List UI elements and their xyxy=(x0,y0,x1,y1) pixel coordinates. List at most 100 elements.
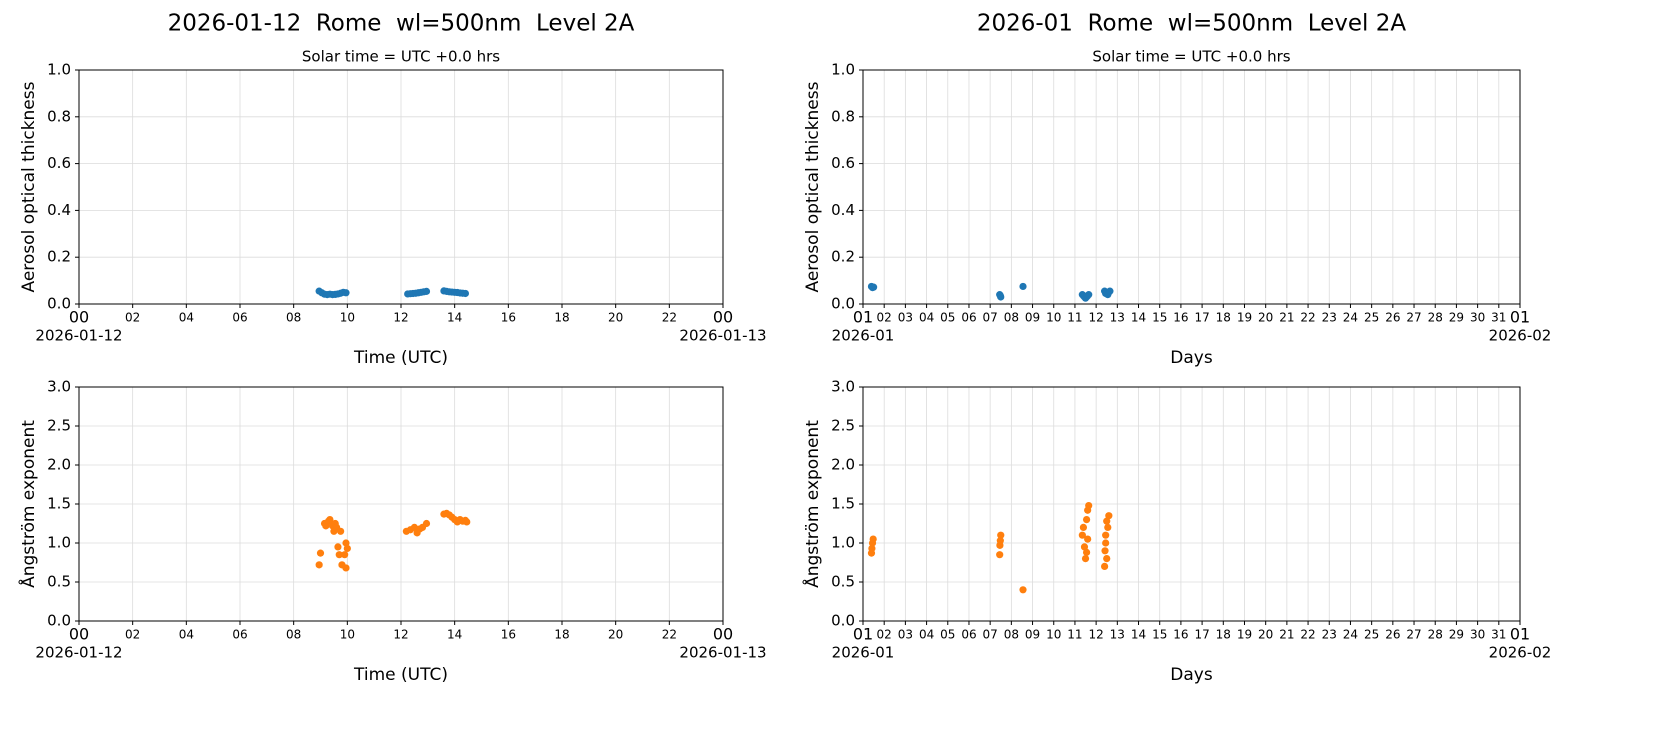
y-tick-label: 0.5 xyxy=(831,573,855,591)
plot-frame xyxy=(78,69,724,305)
x-tick-label: 06 xyxy=(961,628,976,642)
chart-title: 2026-01-12 Rome wl=500nm Level 2A xyxy=(168,11,635,37)
x-tick-label: 30 xyxy=(1470,311,1485,325)
data-point xyxy=(461,289,469,298)
x-tick-label: 17 xyxy=(1194,628,1209,642)
data-point xyxy=(316,549,325,557)
x-tick-label: 24 xyxy=(1343,311,1358,325)
y-axis-label: Aerosol optical thickness xyxy=(19,81,39,292)
y-tick-label: 2.5 xyxy=(831,417,855,435)
x-date-label: 2026-01-13 xyxy=(679,327,766,345)
x-tick-label: 15 xyxy=(1152,311,1167,325)
data-point xyxy=(1085,291,1093,299)
y-tick-label: 0.0 xyxy=(47,612,71,630)
x-tick-label: 21 xyxy=(1279,628,1294,642)
x-axis-label: Time (UTC) xyxy=(353,348,448,368)
x-tick-label: 18 xyxy=(554,628,569,642)
x-tick-label: 10 xyxy=(1046,628,1061,642)
y-tick-label: 0.4 xyxy=(47,201,71,219)
x-date-label: 2026-02 xyxy=(1489,644,1552,662)
x-tick-label: 08 xyxy=(286,628,301,642)
y-tick-label: 0.0 xyxy=(831,295,855,313)
x-tick-label: 15 xyxy=(1152,628,1167,642)
data-point xyxy=(1019,586,1027,594)
chart-title: 2026-01 Rome wl=500nm Level 2A xyxy=(977,11,1407,37)
x-tick-label: 18 xyxy=(1216,311,1231,325)
x-tick-label: 29 xyxy=(1449,311,1464,325)
x-tick-label: 28 xyxy=(1428,311,1443,325)
x-tick-label: 23 xyxy=(1322,628,1337,642)
data-point xyxy=(1080,543,1089,551)
data-point xyxy=(342,539,350,547)
data-point xyxy=(334,543,342,551)
x-tick-label: 05 xyxy=(940,628,955,642)
y-tick-label: 0.4 xyxy=(831,201,855,219)
x-tick-label: 08 xyxy=(1004,628,1019,642)
x-tick-label: 00 xyxy=(69,308,89,327)
data-point xyxy=(341,551,349,559)
y-tick-label: 0.8 xyxy=(831,107,855,125)
x-tick-label: 12 xyxy=(1088,311,1103,325)
x-tick-label: 00 xyxy=(69,625,89,644)
data-point xyxy=(868,544,876,553)
y-axis-label: Aerosol optical thickness xyxy=(803,81,823,292)
y-tick-label: 0.6 xyxy=(47,154,71,172)
data-point xyxy=(1082,516,1091,524)
x-tick-label: 14 xyxy=(1131,628,1146,642)
x-tick-label: 01 xyxy=(853,625,873,644)
x-tick-label: 12 xyxy=(393,311,408,325)
x-tick-label: 02 xyxy=(877,311,892,325)
y-tick-label: 1.0 xyxy=(831,61,855,79)
x-date-label: 2026-01 xyxy=(832,327,895,345)
x-tick-label: 07 xyxy=(983,311,998,325)
y-tick-label: 1.0 xyxy=(47,534,71,552)
y-tick-label: 1.5 xyxy=(831,495,855,513)
data-point xyxy=(1085,501,1093,510)
x-tick-label: 11 xyxy=(1067,311,1082,325)
x-tick-label: 14 xyxy=(447,311,462,325)
y-tick-label: 2.5 xyxy=(47,417,71,435)
x-tick-label: 21 xyxy=(1279,311,1294,325)
x-tick-label: 04 xyxy=(919,628,934,642)
data-point xyxy=(422,287,431,295)
data-point xyxy=(996,292,1004,300)
data-point xyxy=(422,519,431,528)
data-point xyxy=(1101,562,1109,571)
x-tick-label: 14 xyxy=(447,628,462,642)
x-tick-label: 06 xyxy=(961,311,976,325)
data-point xyxy=(326,516,334,524)
x-tick-label: 00 xyxy=(713,308,733,327)
x-date-label: 2026-01-13 xyxy=(679,644,766,662)
x-tick-label: 02 xyxy=(125,628,140,642)
data-point xyxy=(1103,555,1111,563)
data-point xyxy=(335,551,343,559)
x-tick-label: 08 xyxy=(286,311,301,325)
x-tick-label: 20 xyxy=(1258,311,1273,325)
x-tick-label: 20 xyxy=(608,628,623,642)
data-point xyxy=(1103,517,1111,525)
data-point xyxy=(315,561,323,569)
x-tick-label: 24 xyxy=(1343,628,1358,642)
x-tick-label: 31 xyxy=(1491,628,1506,642)
x-date-label: 2026-01-12 xyxy=(35,644,122,662)
y-tick-label: 0.0 xyxy=(47,295,71,313)
x-tick-label: 25 xyxy=(1364,311,1379,325)
y-axis-label: Ångström exponent xyxy=(801,420,823,588)
x-tick-label: 09 xyxy=(1025,628,1040,642)
plot-frame xyxy=(78,386,724,622)
data-point xyxy=(1101,547,1109,555)
x-tick-label: 13 xyxy=(1110,628,1125,642)
x-tick-label: 10 xyxy=(1046,311,1061,325)
x-tick-label: 11 xyxy=(1067,628,1082,642)
x-axis-label: Days xyxy=(1170,665,1213,685)
x-tick-label: 03 xyxy=(898,311,913,325)
x-tick-label: 22 xyxy=(1300,311,1315,325)
x-tick-label: 02 xyxy=(877,628,892,642)
data-point xyxy=(337,527,345,535)
y-tick-label: 1.0 xyxy=(47,61,71,79)
x-tick-label: 08 xyxy=(1004,311,1019,325)
x-tick-label: 28 xyxy=(1428,628,1443,642)
x-tick-label: 20 xyxy=(1258,628,1273,642)
x-tick-label: 10 xyxy=(340,311,355,325)
x-tick-label: 06 xyxy=(232,628,247,642)
